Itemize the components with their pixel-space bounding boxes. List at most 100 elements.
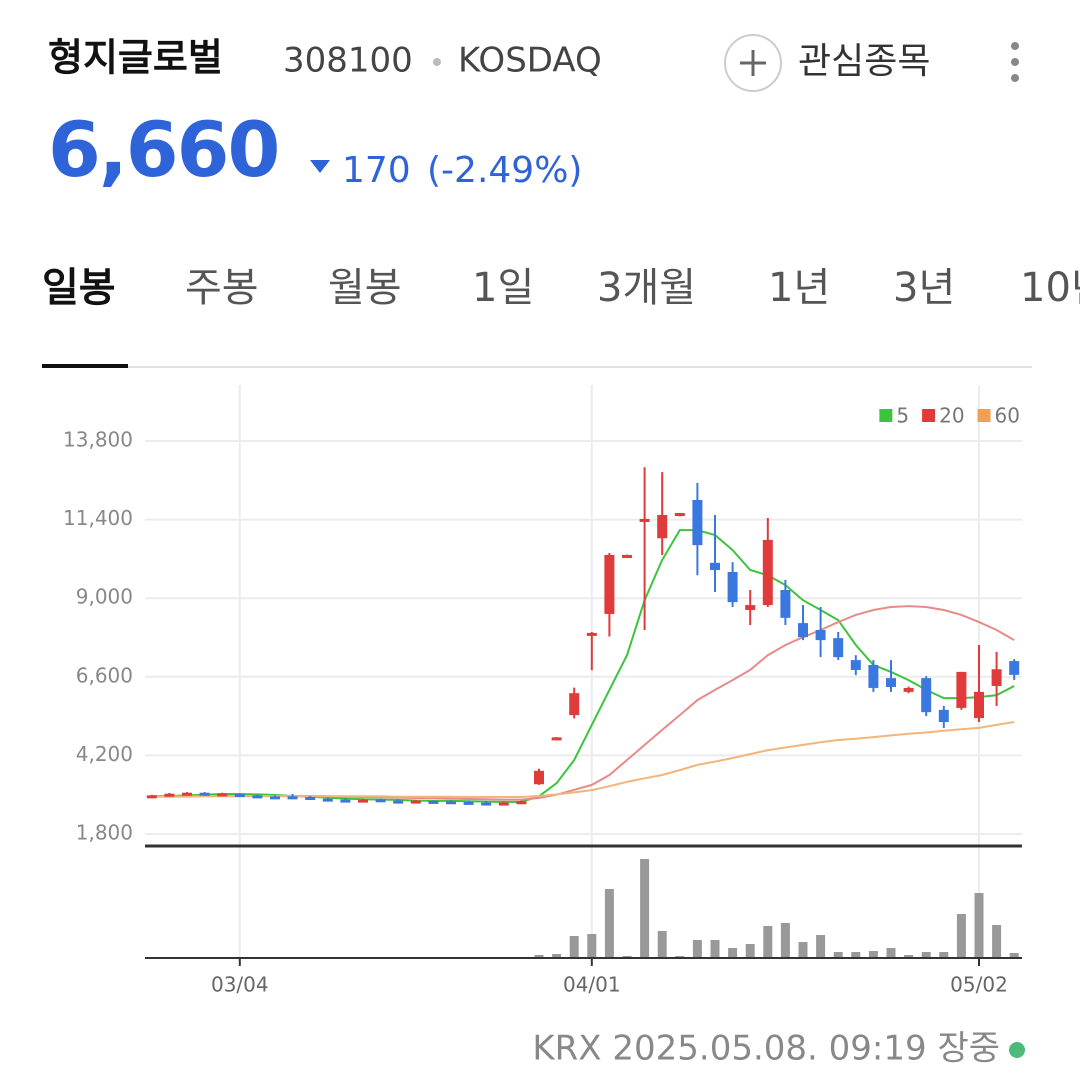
candle-body — [199, 792, 210, 796]
ma-line — [151, 721, 1015, 798]
volume-bar — [992, 925, 1002, 957]
candle-body — [903, 687, 914, 692]
volume-bar — [534, 955, 544, 957]
y-tick-label: 6,600 — [76, 663, 133, 687]
tab[interactable]: 3년 — [893, 265, 955, 311]
candle-body — [639, 518, 650, 522]
watch-button[interactable]: 관심종목 — [724, 34, 930, 92]
stock-code: 308100 — [283, 41, 413, 81]
candle-body — [182, 792, 192, 796]
y-tick-label: 4,200 — [76, 742, 133, 766]
legend-swatch — [922, 409, 936, 422]
y-tick-label: 13,800 — [63, 428, 133, 452]
legend-label: 60 — [995, 404, 1020, 428]
candle-body — [551, 737, 562, 741]
volume-bar — [675, 956, 685, 957]
y-tick-label: 11,400 — [63, 506, 133, 530]
candle-body — [674, 513, 685, 517]
candle-body — [375, 799, 386, 803]
candle-body — [516, 801, 527, 805]
candle-body — [727, 572, 738, 603]
separator-dot — [433, 58, 441, 66]
dot[interactable] — [1011, 42, 1019, 50]
candle-body — [481, 802, 492, 806]
tab[interactable]: 1년 — [768, 265, 830, 311]
candle-body — [833, 638, 844, 658]
tabs: 일봉 주봉 월봉 1일 3개월 1년 3년 10년 — [42, 265, 1080, 311]
candle-body — [710, 562, 720, 571]
volume-bar — [974, 893, 984, 957]
volume-bar — [587, 934, 597, 957]
candle-body — [798, 623, 808, 638]
x-tick-label: 03/04 — [211, 973, 269, 997]
volume-bar — [763, 926, 773, 957]
volume-bar — [886, 948, 896, 957]
volume-bar — [868, 951, 878, 957]
candle-body — [358, 799, 368, 803]
volume-bar — [816, 935, 826, 957]
volume-bar — [552, 954, 562, 957]
volume-bar — [745, 944, 755, 957]
volume-bar — [956, 914, 966, 957]
legend-label: 5 — [896, 404, 909, 428]
volume-bar — [728, 948, 738, 957]
candle-body — [217, 793, 228, 797]
dot[interactable] — [1011, 74, 1019, 82]
volume-bar — [921, 952, 931, 957]
volume-bar — [640, 859, 650, 957]
x-tick-label: 05/02 — [950, 973, 1008, 997]
candle-body — [252, 795, 263, 799]
volume-bar — [798, 942, 808, 957]
volume-bar — [939, 952, 949, 957]
tab[interactable]: 일봉 — [42, 265, 116, 311]
tab[interactable]: 10년 — [1020, 265, 1080, 311]
candle-body — [393, 800, 404, 804]
change: 170 — [342, 150, 411, 191]
down-arrow — [310, 160, 330, 173]
candle-body — [305, 796, 316, 800]
candle-body — [886, 678, 896, 687]
tab[interactable]: 3개월 — [597, 265, 696, 311]
candle-body — [234, 794, 245, 798]
volume-bar — [851, 952, 861, 957]
candle-body — [270, 796, 280, 800]
watch-label[interactable]: 관심종목 — [798, 41, 930, 82]
candle-body — [692, 499, 703, 546]
market: KOSDAQ — [458, 41, 602, 81]
candle-body — [534, 770, 544, 785]
plus-icon[interactable] — [740, 50, 766, 76]
candle-body — [410, 800, 421, 804]
candle-body — [586, 632, 597, 636]
tab[interactable]: 월봉 — [328, 265, 402, 311]
candle-body — [322, 798, 333, 802]
candle-body — [428, 800, 439, 804]
dot[interactable] — [1011, 58, 1019, 66]
ma-line — [151, 605, 1015, 801]
volume-bar — [604, 889, 614, 957]
ma-line — [151, 529, 1015, 803]
plus-circle[interactable] — [724, 34, 782, 92]
volume-bar — [904, 955, 914, 957]
candle-body — [340, 799, 351, 803]
tab[interactable]: 1일 — [472, 265, 534, 311]
candle-body — [146, 795, 157, 799]
candle-body — [991, 669, 1002, 686]
price: 6,660 — [48, 105, 278, 194]
candle-body — [762, 539, 773, 606]
candle-body — [569, 693, 580, 716]
candle-body — [815, 629, 826, 641]
change-pct: (-2.49%) — [427, 150, 582, 191]
candle-body — [868, 665, 879, 688]
candle-body — [850, 660, 861, 670]
candle-body — [498, 802, 509, 806]
candle-body — [622, 554, 632, 558]
volume-bar — [780, 923, 790, 957]
volume-bar — [622, 956, 632, 957]
legend-swatch — [977, 409, 991, 422]
tab[interactable]: 주봉 — [185, 265, 259, 311]
volume-bar — [833, 952, 843, 957]
volume-bar — [710, 940, 720, 957]
more-menu[interactable] — [1011, 42, 1019, 82]
